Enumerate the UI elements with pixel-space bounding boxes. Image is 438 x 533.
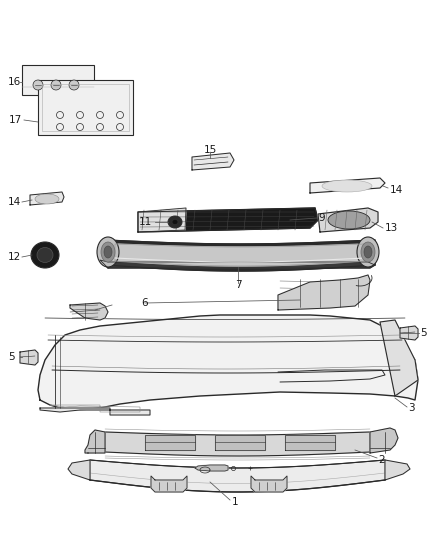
Polygon shape [20, 350, 38, 365]
Polygon shape [380, 320, 418, 396]
Text: 14: 14 [390, 185, 403, 195]
Polygon shape [385, 460, 410, 480]
Circle shape [69, 80, 79, 90]
Polygon shape [115, 244, 365, 266]
Text: 5: 5 [8, 352, 14, 362]
Text: 16: 16 [8, 77, 21, 87]
Ellipse shape [361, 242, 375, 262]
Ellipse shape [35, 194, 59, 204]
Bar [38, 80, 133, 135]
Ellipse shape [97, 237, 119, 267]
Polygon shape [251, 476, 287, 492]
Text: 12: 12 [8, 252, 21, 262]
Ellipse shape [104, 246, 112, 258]
Polygon shape [38, 315, 418, 410]
Polygon shape [68, 460, 90, 480]
Ellipse shape [328, 211, 370, 229]
Text: 2: 2 [378, 455, 385, 465]
Polygon shape [105, 240, 375, 271]
Text: 17: 17 [9, 115, 22, 125]
Polygon shape [70, 303, 108, 320]
Ellipse shape [357, 237, 379, 267]
Ellipse shape [364, 246, 372, 258]
Polygon shape [318, 208, 378, 232]
Polygon shape [105, 432, 370, 456]
Polygon shape [145, 435, 195, 450]
Text: 11: 11 [139, 217, 152, 227]
Text: 9: 9 [318, 213, 325, 223]
Circle shape [51, 80, 61, 90]
Polygon shape [195, 465, 228, 471]
Polygon shape [85, 430, 105, 453]
Ellipse shape [172, 220, 178, 224]
Polygon shape [30, 192, 64, 205]
Text: 13: 13 [385, 223, 398, 233]
Polygon shape [151, 476, 187, 492]
Bar [42, 84, 129, 131]
Polygon shape [90, 460, 385, 492]
Text: 15: 15 [203, 145, 217, 155]
Text: 3: 3 [408, 403, 415, 413]
Ellipse shape [31, 242, 59, 268]
Polygon shape [310, 178, 385, 193]
Ellipse shape [322, 180, 372, 192]
Text: 6: 6 [141, 298, 148, 308]
Text: 5: 5 [420, 328, 427, 338]
Ellipse shape [101, 242, 115, 262]
Text: 1: 1 [232, 497, 239, 507]
Polygon shape [285, 435, 335, 450]
Polygon shape [370, 428, 398, 453]
Ellipse shape [168, 216, 182, 228]
Text: 14: 14 [8, 197, 21, 207]
Polygon shape [100, 260, 375, 268]
Bar [22, 65, 94, 95]
Text: 7: 7 [235, 280, 241, 290]
Polygon shape [192, 153, 234, 170]
Circle shape [33, 80, 43, 90]
Polygon shape [40, 408, 150, 415]
Polygon shape [278, 275, 370, 310]
Polygon shape [215, 435, 265, 450]
Polygon shape [400, 326, 418, 340]
Polygon shape [138, 208, 318, 232]
Ellipse shape [37, 247, 53, 262]
Polygon shape [138, 208, 186, 232]
